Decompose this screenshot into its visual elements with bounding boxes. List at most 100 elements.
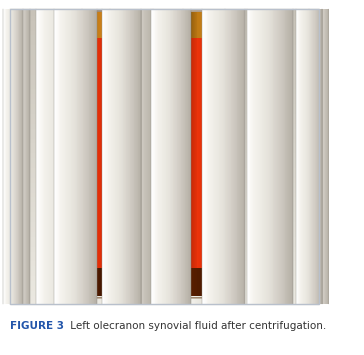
Bar bbox=[93, 9, 94, 304]
Bar bbox=[208, 38, 209, 268]
Bar bbox=[74, 9, 75, 304]
Bar bbox=[133, 9, 134, 304]
Bar bbox=[315, 9, 316, 304]
Bar bbox=[209, 38, 210, 268]
Bar bbox=[10, 102, 319, 107]
Bar bbox=[222, 9, 223, 304]
Bar bbox=[49, 9, 50, 304]
Bar bbox=[269, 9, 270, 304]
Bar bbox=[112, 38, 113, 268]
Bar bbox=[193, 268, 194, 296]
Bar bbox=[147, 9, 148, 304]
Bar bbox=[195, 9, 197, 304]
Bar bbox=[10, 107, 319, 112]
Bar bbox=[79, 9, 80, 304]
Bar bbox=[137, 9, 138, 304]
Bar bbox=[304, 9, 305, 304]
Bar bbox=[43, 9, 44, 304]
Bar bbox=[10, 48, 319, 53]
Bar bbox=[75, 9, 76, 304]
Bar bbox=[320, 9, 321, 304]
Bar bbox=[202, 12, 203, 38]
Bar bbox=[199, 9, 200, 304]
Bar bbox=[102, 268, 104, 296]
Bar bbox=[79, 9, 80, 304]
Bar bbox=[214, 9, 215, 304]
Bar bbox=[213, 9, 215, 304]
Bar bbox=[10, 83, 319, 87]
Bar bbox=[183, 9, 184, 304]
Bar bbox=[89, 9, 91, 304]
Bar bbox=[10, 87, 319, 92]
Bar bbox=[37, 9, 38, 304]
Bar bbox=[152, 9, 153, 304]
Bar bbox=[95, 268, 98, 296]
Bar bbox=[70, 9, 71, 304]
Bar bbox=[199, 12, 200, 38]
Bar bbox=[107, 9, 108, 304]
Bar bbox=[326, 9, 327, 304]
Bar bbox=[63, 9, 64, 304]
Bar bbox=[104, 9, 105, 304]
Bar bbox=[10, 240, 319, 245]
Bar bbox=[48, 9, 50, 304]
Bar bbox=[44, 9, 46, 304]
Bar bbox=[208, 9, 210, 304]
Bar bbox=[79, 9, 81, 304]
Bar bbox=[207, 12, 209, 38]
Bar bbox=[212, 268, 214, 296]
Bar bbox=[20, 9, 21, 304]
Bar bbox=[161, 9, 162, 304]
Bar bbox=[81, 9, 83, 304]
Bar bbox=[242, 9, 243, 304]
Bar bbox=[15, 9, 16, 304]
Bar bbox=[187, 12, 188, 296]
Bar bbox=[201, 38, 202, 268]
Bar bbox=[197, 38, 199, 268]
Bar bbox=[10, 92, 319, 97]
Bar bbox=[215, 12, 217, 38]
Bar bbox=[123, 9, 124, 304]
Bar bbox=[95, 38, 96, 268]
Bar bbox=[160, 9, 161, 304]
Bar bbox=[196, 12, 197, 38]
Bar bbox=[10, 9, 11, 304]
Bar bbox=[99, 268, 101, 296]
Bar bbox=[141, 9, 142, 304]
Bar bbox=[310, 9, 311, 304]
Bar bbox=[94, 268, 96, 296]
Bar bbox=[135, 9, 136, 304]
Bar bbox=[210, 9, 211, 304]
Bar bbox=[10, 9, 319, 14]
Bar bbox=[95, 12, 96, 38]
Bar bbox=[156, 9, 157, 304]
Bar bbox=[319, 9, 320, 304]
Bar bbox=[10, 220, 319, 225]
Text: FIGURE 3: FIGURE 3 bbox=[10, 321, 64, 331]
Bar bbox=[11, 9, 12, 304]
Bar bbox=[10, 230, 319, 235]
Bar bbox=[13, 9, 14, 304]
Bar bbox=[299, 9, 300, 304]
Bar bbox=[126, 9, 127, 304]
Bar bbox=[279, 9, 280, 304]
Bar bbox=[46, 9, 47, 304]
Bar bbox=[83, 9, 84, 304]
Bar bbox=[194, 12, 195, 38]
Bar bbox=[59, 9, 60, 304]
Bar bbox=[116, 9, 117, 304]
Bar bbox=[302, 9, 303, 304]
Bar bbox=[118, 9, 119, 304]
Bar bbox=[312, 9, 313, 304]
Bar bbox=[64, 9, 65, 304]
Bar bbox=[108, 9, 110, 304]
Bar bbox=[15, 9, 16, 304]
Bar bbox=[140, 9, 141, 304]
Bar bbox=[227, 9, 228, 304]
Bar bbox=[311, 9, 312, 304]
Bar bbox=[10, 294, 319, 299]
Bar bbox=[68, 9, 70, 304]
Bar bbox=[74, 9, 75, 304]
Bar bbox=[211, 38, 213, 268]
Bar bbox=[10, 235, 319, 240]
